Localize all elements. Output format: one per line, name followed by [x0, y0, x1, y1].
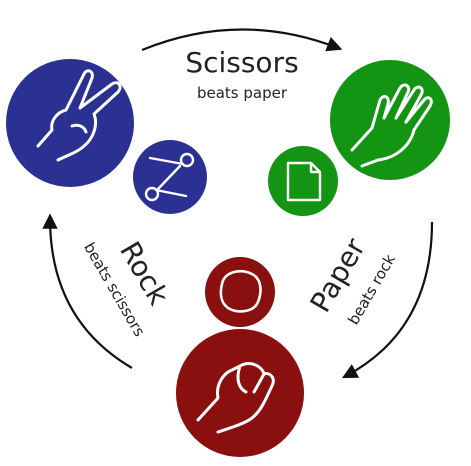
rock-icon [219, 270, 262, 313]
arrow-rock-to-scissors [42, 213, 133, 369]
arrow-paper-to-rock [341, 221, 434, 379]
open-palm-hand-icon [350, 83, 433, 168]
peace-sign-hand-icon [36, 69, 122, 162]
paper-item-circle [268, 146, 338, 216]
paper-hand-circle [330, 60, 450, 180]
rock-hand-circle [176, 329, 304, 457]
scissors-icon [144, 152, 195, 202]
scissors-group: Scissors beats paper [6, 46, 299, 214]
rock-group: Rock beats scissors [80, 236, 304, 457]
scissors-hand-circle [6, 59, 134, 187]
paper-sheet-icon [286, 161, 322, 202]
scissors-title: Scissors [185, 46, 298, 79]
arrow-scissors-to-paper [141, 28, 343, 52]
rock-item-circle [205, 257, 275, 327]
scissors-subtitle: beats paper [197, 84, 288, 102]
fist-hand-icon [196, 362, 275, 434]
